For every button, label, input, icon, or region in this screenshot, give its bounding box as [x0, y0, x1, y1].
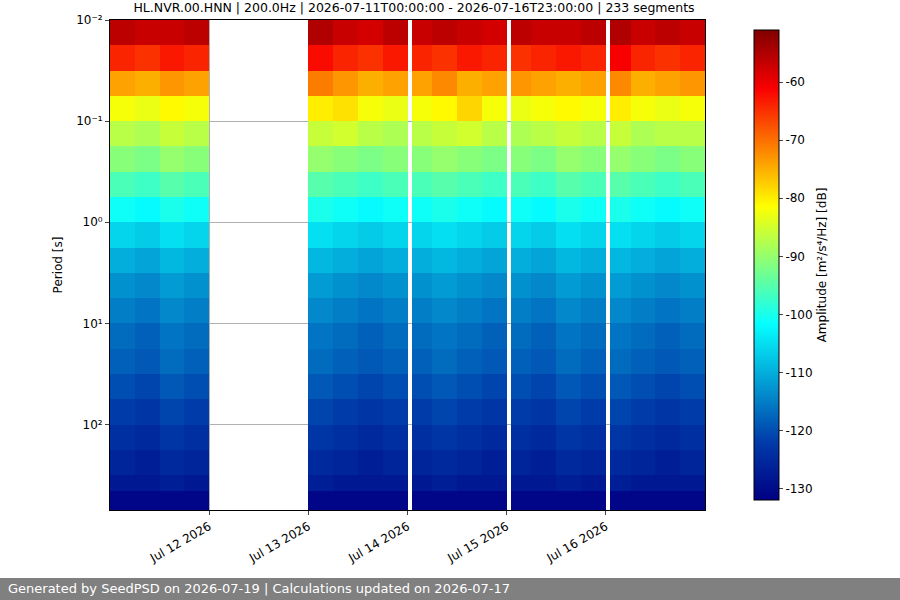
svg-text:10¹: 10¹ — [83, 317, 103, 331]
svg-text:-80: -80 — [785, 191, 805, 205]
svg-text:-120: -120 — [785, 424, 812, 438]
svg-text:Jul 15 2026: Jul 15 2026 — [444, 519, 511, 566]
svg-text:Jul 13 2026: Jul 13 2026 — [246, 519, 313, 566]
svg-text:-90: -90 — [785, 249, 805, 263]
svg-text:10²: 10² — [83, 418, 103, 432]
svg-text:Jul 12 2026: Jul 12 2026 — [147, 519, 214, 566]
svg-text:HL.NVR.00.HNN | 200.0Hz | 2026: HL.NVR.00.HNN | 200.0Hz | 2026-07-11T00:… — [133, 0, 694, 15]
svg-text:-110: -110 — [785, 366, 812, 380]
svg-text:10⁰: 10⁰ — [83, 215, 103, 229]
html-text:Generated by SeedPSD on 2026-0: Generated by SeedPSD on 2026-07-19 | Cal… — [8, 581, 510, 596]
svg-text:Jul 14 2026: Jul 14 2026 — [345, 519, 412, 566]
svg-text:-100: -100 — [785, 308, 812, 322]
svg-text:-70: -70 — [785, 133, 805, 147]
svg-text:Jul 16 2026: Jul 16 2026 — [544, 519, 611, 566]
svg-text:10⁻²: 10⁻² — [76, 13, 103, 27]
svg-text:-60: -60 — [785, 75, 805, 89]
svg-text:Amplitude [m²/s⁴/Hz] [dB]: Amplitude [m²/s⁴/Hz] [dB] — [815, 188, 829, 343]
svg-text:10⁻¹: 10⁻¹ — [76, 114, 103, 128]
svg-text:-130: -130 — [785, 482, 812, 496]
svg-text:Period [s]: Period [s] — [51, 237, 65, 294]
